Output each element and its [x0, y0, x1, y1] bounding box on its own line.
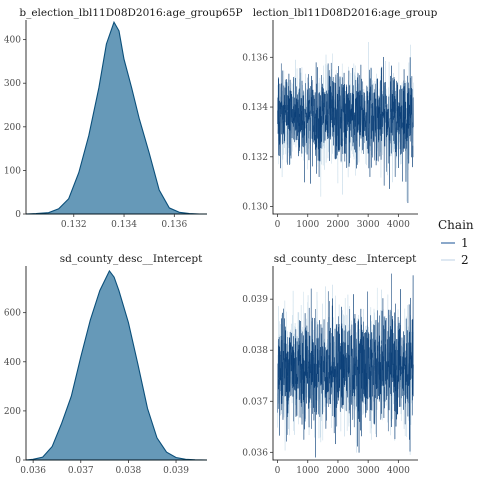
legend: Chain 1 2	[438, 218, 474, 267]
panel-1: b_election_lbl11D08D2016:age_group65P 0.1…	[4, 7, 243, 230]
y-tick-label-3-0: 0	[15, 456, 21, 466]
y-tick-label-2-3: 0.136	[242, 53, 268, 63]
x-tick-label-2-2: 2000	[326, 220, 349, 230]
y-tick-label-1-4: 400	[4, 36, 21, 46]
y-tick-label-3-1: 200	[4, 407, 21, 417]
y-tick-label-2-1: 0.132	[242, 153, 268, 163]
y-tick-label-3-3: 600	[4, 309, 21, 319]
y-tick-label-2-2: 0.134	[242, 103, 268, 113]
y-tick-label-4-2: 0.038	[242, 346, 268, 356]
legend-label-chain-1: 1	[461, 236, 469, 250]
y-tick-label-3-2: 400	[4, 358, 21, 368]
x-tick-label-2-3: 3000	[357, 220, 380, 230]
panel-3-title: sd_county_desc__Intercept	[60, 253, 203, 265]
x-tick-label-4-4: 4000	[387, 466, 410, 476]
x-tick-label-2-0: 0	[275, 220, 281, 230]
x-tick-label-4-1: 1000	[296, 466, 319, 476]
x-tick-label-4-2: 2000	[326, 466, 349, 476]
y-tick-label-2-0: 0.130	[242, 203, 268, 213]
x-tick-label-3-2: 0.038	[116, 466, 142, 476]
panel-1-title: b_election_lbl11D08D2016:age_group65P	[19, 7, 242, 19]
density-area-3	[25, 269, 208, 461]
legend-label-chain-2: 2	[461, 253, 469, 267]
y-tick-label-4-3: 0.039	[242, 295, 268, 305]
panel-2: lection_lbl11D08D2016:age_group 0 1000 2000…	[242, 7, 437, 230]
panel-2-title: lection_lbl11D08D2016:age_group	[253, 7, 438, 19]
trace-chain-1-panel-4	[277, 273, 414, 458]
x-tick-label-4-0: 0	[275, 466, 281, 476]
x-tick-label-2-1: 1000	[296, 220, 319, 230]
panels-group: b_election_lbl11D08D2016:age_group65P 0.1…	[4, 7, 438, 476]
x-tick-label-2-4: 4000	[387, 220, 410, 230]
y-tick-label-1-1: 100	[4, 166, 21, 176]
panel-4-title: sd_county_desc__Intercept	[274, 253, 417, 265]
y-tick-label-4-0: 0.036	[242, 448, 268, 458]
panel-4: sd_county_desc__Intercept 0 1000 2000 3000 40…	[242, 253, 418, 476]
x-tick-label-4-3: 3000	[357, 466, 380, 476]
x-tick-label-3-1: 0.037	[68, 466, 94, 476]
y-tick-label-1-2: 200	[4, 123, 21, 133]
panel-3: sd_county_desc__Intercept 0.036 0.037 0.038…	[4, 253, 208, 476]
y-tick-label-1-0: 0	[15, 210, 21, 220]
x-tick-label-1-2: 0.136	[161, 220, 187, 230]
trace-chain-1-panel-2	[277, 56, 414, 204]
x-tick-label-1-1: 0.134	[111, 220, 137, 230]
x-tick-label-3-0: 0.036	[20, 466, 46, 476]
y-tick-label-4-1: 0.037	[242, 397, 268, 407]
x-tick-label-3-3: 0.039	[163, 466, 189, 476]
density-area-1	[25, 20, 207, 215]
y-tick-label-1-3: 300	[4, 79, 21, 89]
x-tick-label-1-0: 0.132	[61, 220, 87, 230]
legend-title: Chain	[438, 218, 474, 232]
